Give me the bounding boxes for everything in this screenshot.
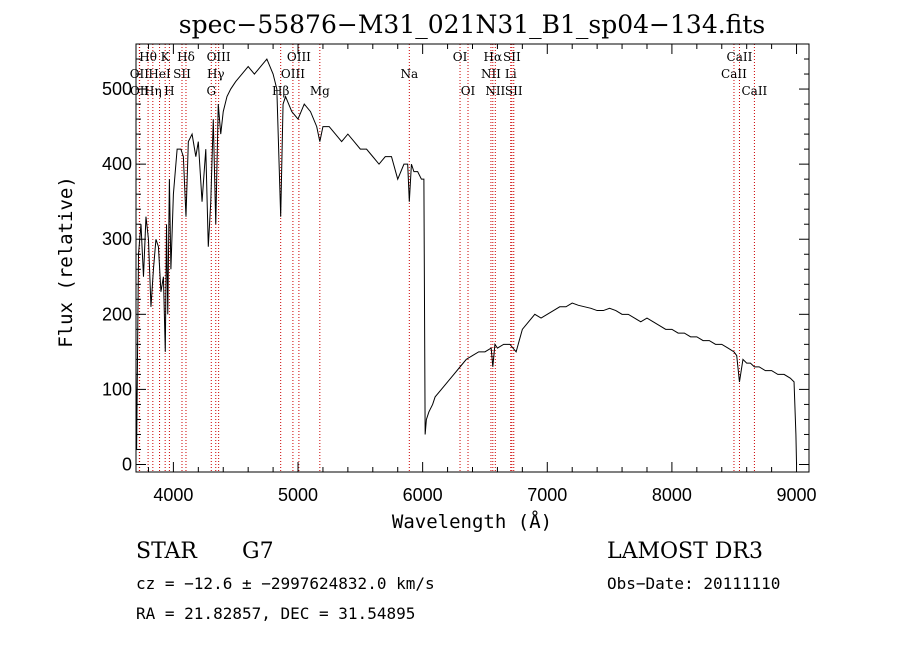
spectral-line-label: CaII: [741, 84, 767, 98]
spectral-line-label: CaII: [721, 67, 747, 81]
object-subclass: G7: [242, 539, 274, 564]
y-tick-label: 200: [102, 304, 132, 324]
y-axis-ticks: 0 100 200 300 400 500: [102, 58, 809, 474]
spectral-line-label: Hγ: [207, 67, 225, 81]
spectral-line-label: SII: [173, 67, 191, 81]
spectral-line-label: OIII: [287, 50, 311, 64]
x-tick-label: 8000: [652, 485, 692, 505]
ra-dec-coordinates: RA = 21.82857, DEC = 31.54895: [136, 604, 415, 623]
spectral-line-label: Hβ: [272, 84, 289, 98]
spectral-line-label: OIII: [281, 67, 305, 81]
chart-title: spec−55876−M31_021N31_B1_sp04−134.fits: [179, 10, 765, 39]
spectral-line-label: HeI: [148, 67, 171, 81]
spectral-line-label: OI: [461, 84, 476, 98]
spectral-line-label: OIII: [207, 50, 231, 64]
spectral-line-label: Hδ: [177, 50, 195, 64]
x-tick-label: 6000: [403, 485, 443, 505]
spectral-line-label: NII: [481, 67, 501, 81]
spectral-line-label: G: [206, 84, 216, 98]
spectral-line-label: SII: [503, 50, 521, 64]
spectral-line-label: Mg: [310, 84, 330, 98]
spectral-line-label: Na: [400, 67, 418, 81]
spectral-line-label: SII: [505, 84, 523, 98]
spectral-line-label: CaII: [727, 50, 753, 64]
x-tick-label: 7000: [527, 485, 567, 505]
spectral-line-label: H: [164, 84, 174, 98]
spectral-line-label: Li: [505, 67, 517, 81]
survey-name: LAMOST DR3: [607, 539, 763, 564]
spectral-line-label: K: [161, 50, 171, 64]
y-tick-label: 100: [102, 379, 132, 399]
spectral-line-markers: [138, 44, 755, 472]
x-axis-ticks: 4000 5000 6000 7000 8000 9000: [147, 44, 817, 505]
spectral-line-label: Hα: [484, 50, 503, 64]
observation-date: Obs−Date: 20111110: [607, 574, 780, 593]
x-tick-label: 5000: [278, 485, 318, 505]
y-tick-label: 400: [102, 154, 132, 174]
y-tick-label: 500: [102, 79, 132, 99]
object-class: STAR: [136, 539, 198, 564]
spectral-line-label: Hη: [144, 84, 162, 98]
x-axis-label: Wavelength (Å): [392, 510, 552, 533]
y-axis-label: Flux (relative): [55, 176, 77, 348]
redshift-velocity: cz = −12.6 ± −2997624832.0 km/s: [136, 574, 435, 593]
spectral-line-label: OI: [453, 50, 468, 64]
spectral-line-label: NII: [485, 84, 505, 98]
spectrum-series-line: [135, 58, 798, 465]
x-tick-label: 4000: [153, 485, 193, 505]
y-tick-label: 300: [102, 229, 132, 249]
spectral-line-label: OII: [130, 84, 150, 98]
plot-frame: [135, 43, 810, 473]
y-tick-label: 0: [122, 454, 132, 474]
spectral-line-label: Hθ: [139, 50, 157, 64]
x-tick-label: 9000: [777, 485, 817, 505]
